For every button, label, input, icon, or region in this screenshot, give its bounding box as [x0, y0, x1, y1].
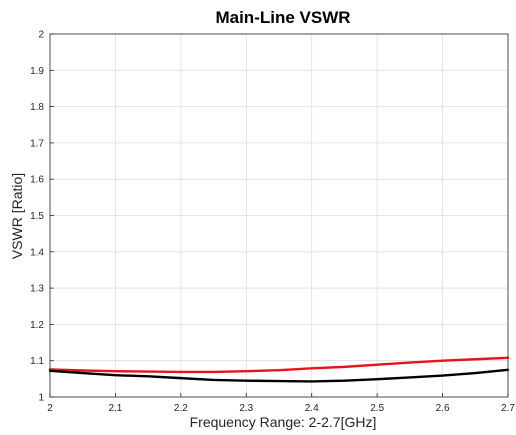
- x-tick-label: 2.4: [305, 403, 319, 414]
- y-axis-label: VSWR [Ratio]: [9, 173, 25, 259]
- y-tick-label: 2: [38, 30, 44, 41]
- x-axis-ticks: 2 2.1 2.2 2.3 2.4 2.5 2.6 2.7: [47, 393, 515, 414]
- x-tick-label: 2.2: [174, 403, 188, 414]
- y-tick-label: 1.1: [30, 356, 44, 367]
- y-tick-label: 1.6: [30, 175, 44, 186]
- series-lines: [48, 356, 510, 383]
- x-tick-label: 2.6: [436, 403, 450, 414]
- y-tick-label: 1.2: [30, 320, 44, 331]
- chart-title: Main-Line VSWR: [215, 8, 350, 27]
- y-tick-label: 1: [38, 393, 44, 404]
- y-axis-ticks: 1 1.1 1.2 1.3 1.4 1.5 1.6 1.7 1.8 1.9 2: [30, 30, 54, 404]
- y-tick-label: 1.3: [30, 284, 44, 295]
- x-tick-label: 2.5: [370, 403, 384, 414]
- y-tick-label: 1.9: [30, 66, 44, 77]
- series-line-0: [48, 356, 510, 374]
- y-tick-label: 1.8: [30, 102, 44, 113]
- series-line-1: [48, 368, 510, 383]
- x-tick-label: 2.7: [501, 403, 515, 414]
- x-tick-label: 2: [47, 403, 53, 414]
- plot-area: [48, 33, 510, 398]
- x-tick-label: 2.3: [239, 403, 253, 414]
- x-tick-label: 2.1: [108, 403, 122, 414]
- y-tick-label: 1.4: [30, 247, 44, 258]
- y-tick-label: 1.5: [30, 211, 44, 222]
- x-axis-label: Frequency Range: 2-2.7[GHz]: [190, 414, 377, 430]
- y-tick-label: 1.7: [30, 138, 44, 149]
